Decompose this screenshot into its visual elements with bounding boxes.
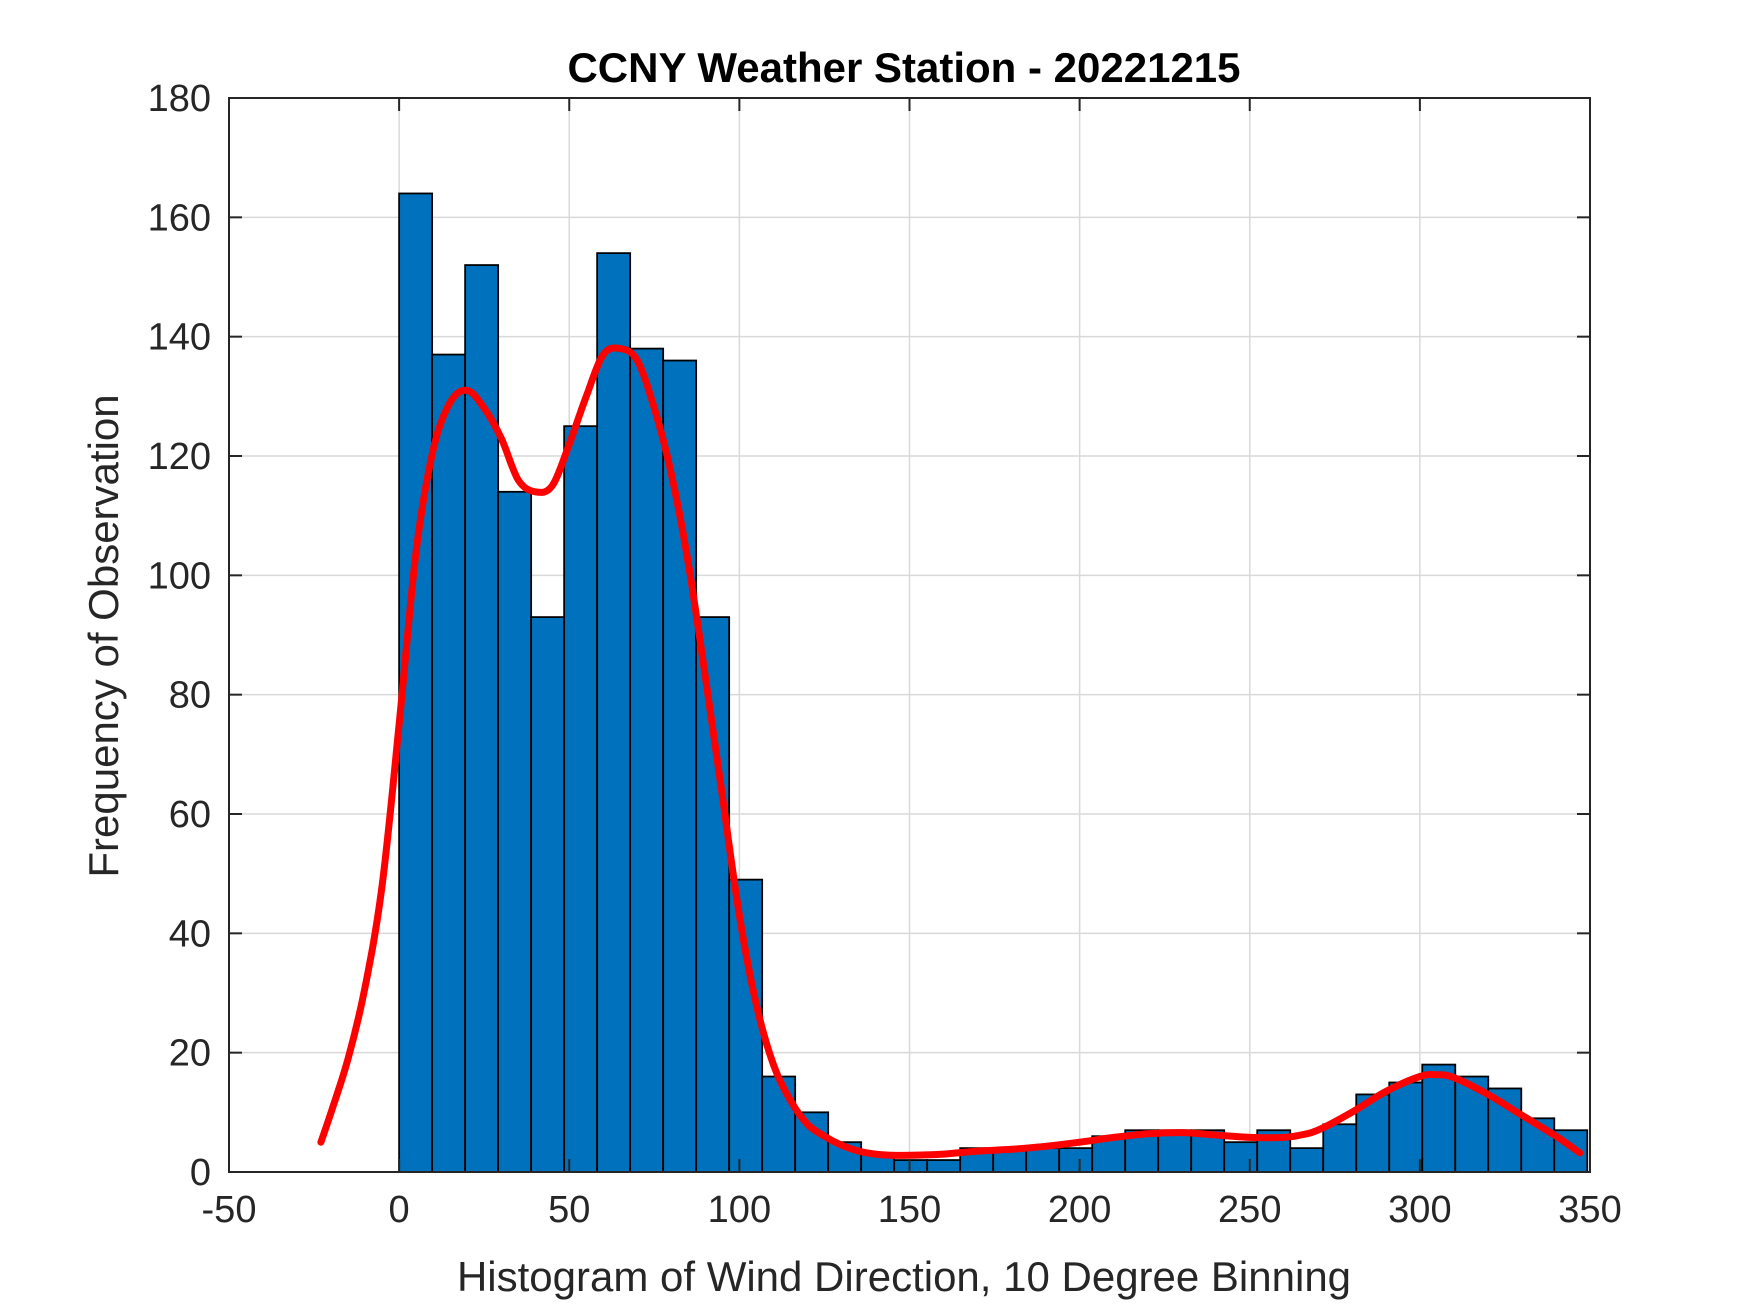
y-tick-label: 140	[148, 317, 211, 359]
x-tick-labels: -50 0 50 100 150 200 250 300 350	[202, 1189, 1622, 1231]
histogram-bar	[431, 353, 467, 1173]
x-tick-label: 300	[1388, 1189, 1451, 1231]
y-tick-label: 180	[148, 78, 211, 120]
axes	[228, 97, 1591, 1173]
x-tick-label: 150	[878, 1189, 941, 1231]
histogram-bar	[794, 1111, 830, 1173]
histogram-bar	[530, 616, 566, 1173]
y-tick-label: 20	[169, 1033, 211, 1075]
density-curve-line	[317, 344, 1584, 1159]
histogram-bar	[629, 347, 665, 1173]
x-axis-label: Histogram of Wind Direction, 10 Degree B…	[457, 1253, 1351, 1300]
histogram-bar	[1025, 1147, 1061, 1173]
histogram-bar	[596, 252, 632, 1173]
histogram-bar	[1388, 1081, 1424, 1173]
histogram-bar	[926, 1159, 962, 1173]
x-tick-label: 0	[389, 1189, 410, 1231]
histogram-bar	[1058, 1147, 1094, 1173]
histogram-bar	[563, 425, 599, 1173]
x-tick-label: -50	[202, 1189, 257, 1231]
y-tick-labels: 0 20 40 60 80 100 120 140 160 180	[148, 78, 211, 1194]
y-tick-label: 80	[169, 675, 211, 717]
histogram-bar	[1520, 1117, 1556, 1173]
histogram-bar	[662, 359, 698, 1173]
x-tick-label: 50	[548, 1189, 590, 1231]
y-tick-label: 100	[148, 555, 211, 597]
density-curve	[317, 344, 1584, 1159]
chart-title: CCNY Weather Station - 20221215	[567, 44, 1240, 91]
x-tick-label: 200	[1048, 1189, 1111, 1231]
y-tick-label: 40	[169, 913, 211, 955]
histogram-bar	[1322, 1123, 1358, 1173]
x-tick-label: 350	[1558, 1189, 1621, 1231]
histogram-bar	[893, 1159, 929, 1173]
y-tick-label: 0	[190, 1152, 211, 1194]
y-axis-label: Frequency of Observation	[80, 394, 127, 877]
histogram-bar	[1157, 1129, 1193, 1173]
x-tick-label: 100	[708, 1189, 771, 1231]
y-tick-label: 160	[148, 197, 211, 239]
histogram-bar	[761, 1075, 797, 1173]
histogram-bar	[497, 490, 533, 1173]
histogram-bar	[1223, 1141, 1259, 1173]
histogram-bar	[728, 878, 764, 1173]
histogram-bar	[695, 616, 731, 1173]
histogram-bar	[1289, 1147, 1325, 1173]
histogram-bars	[398, 192, 1589, 1173]
y-tick-label: 120	[148, 436, 211, 478]
histogram-bar	[1421, 1063, 1457, 1173]
y-tick-label: 60	[169, 794, 211, 836]
x-tick-label: 250	[1218, 1189, 1281, 1231]
